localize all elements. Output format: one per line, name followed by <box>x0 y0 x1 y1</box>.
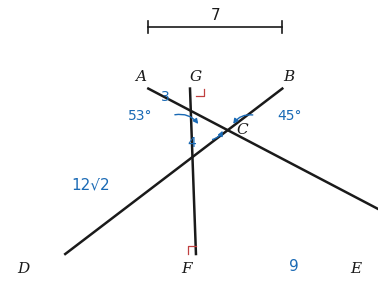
Text: 53°: 53° <box>128 109 152 123</box>
Text: F: F <box>182 262 192 276</box>
Text: 7: 7 <box>211 8 221 23</box>
Text: E: E <box>350 262 361 276</box>
Text: 9: 9 <box>289 260 299 274</box>
Text: A: A <box>135 70 146 84</box>
Text: 12√2: 12√2 <box>71 177 110 192</box>
Text: D: D <box>17 262 29 276</box>
Text: 3: 3 <box>161 91 169 104</box>
Text: 45°: 45° <box>277 109 302 123</box>
Text: C: C <box>237 123 248 137</box>
Text: B: B <box>283 70 295 84</box>
Text: 4: 4 <box>187 136 196 150</box>
Text: G: G <box>190 70 202 84</box>
